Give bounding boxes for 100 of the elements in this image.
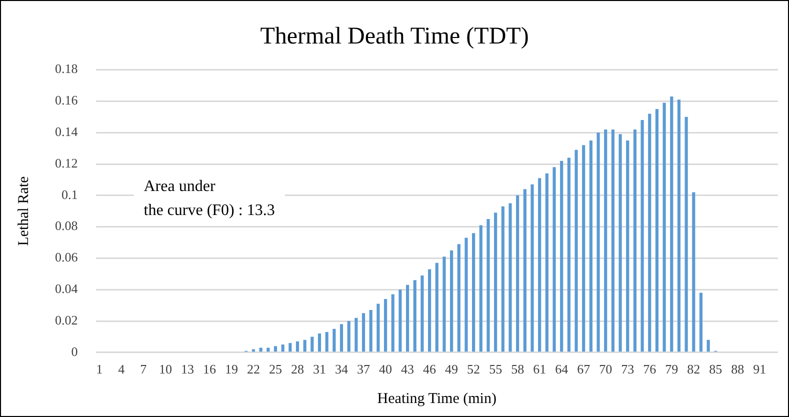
x-tick-label: 28 — [290, 362, 304, 377]
bar — [457, 244, 460, 352]
bar — [508, 203, 512, 352]
bar — [604, 129, 608, 352]
bar — [523, 189, 526, 352]
bar — [450, 250, 454, 352]
bar — [545, 173, 548, 352]
bar — [706, 340, 710, 352]
bar — [281, 344, 284, 352]
bar — [420, 275, 424, 352]
y-tick-label: 0.02 — [55, 312, 78, 328]
x-tick-label: 10 — [158, 362, 172, 377]
x-tick-label: 19 — [224, 362, 238, 377]
bar — [530, 184, 534, 352]
bar — [633, 129, 636, 352]
bar — [325, 332, 328, 352]
x-tick-label: 61 — [533, 362, 546, 377]
bar — [560, 160, 564, 352]
bar — [501, 206, 504, 352]
bar — [677, 100, 681, 352]
annotation: Area under the curve (F0) : 13.3 — [144, 178, 275, 220]
bar — [516, 195, 520, 352]
bar — [354, 318, 358, 352]
x-tick-label: 85 — [709, 362, 722, 377]
bar — [538, 178, 542, 352]
bar — [376, 304, 380, 352]
bar — [288, 342, 292, 352]
x-tick-label: 22 — [246, 362, 260, 377]
x-tick-label: 76 — [643, 362, 657, 377]
x-tick-label: 67 — [577, 362, 591, 377]
bar — [699, 292, 703, 352]
x-tick-label: 13 — [180, 362, 194, 377]
x-tick-label: 58 — [511, 362, 524, 377]
x-tick-label: 31 — [313, 362, 326, 377]
bar — [464, 238, 468, 352]
x-tick-label: 52 — [467, 362, 480, 377]
x-tick-label: 7 — [140, 362, 148, 377]
bar — [362, 313, 366, 352]
bar — [340, 324, 344, 352]
x-tick-label: 79 — [665, 362, 678, 377]
y-tick-label: 0.08 — [55, 218, 78, 234]
x-tick-label: 4 — [118, 362, 126, 377]
bar — [611, 129, 614, 352]
bar — [384, 299, 388, 352]
bar — [692, 192, 696, 352]
y-axis-title: Lethal Rate — [16, 176, 32, 246]
x-tick-label: 34 — [335, 362, 349, 377]
bar — [670, 96, 674, 352]
bar — [296, 341, 300, 352]
chart-title: Thermal Death Time (TDT) — [260, 24, 529, 50]
bar — [494, 212, 498, 352]
bar — [574, 150, 578, 352]
x-tick-label: 82 — [687, 362, 700, 377]
bar — [398, 290, 402, 352]
bar — [589, 140, 592, 352]
bar — [274, 346, 278, 352]
x-tick-label: 25 — [268, 362, 282, 377]
bar — [413, 280, 416, 352]
bar — [318, 334, 322, 352]
y-tick-label: 0.18 — [55, 61, 78, 76]
bar — [259, 348, 262, 352]
x-tick-label: 88 — [731, 362, 744, 377]
x-tick-label: 46 — [423, 362, 437, 377]
x-tick-label: 37 — [357, 362, 371, 377]
bar — [369, 310, 372, 352]
bar — [596, 132, 600, 352]
bar — [266, 348, 270, 352]
y-tick-label: 0.12 — [55, 155, 78, 170]
x-tick-label: 43 — [401, 362, 414, 377]
x-tick-label: 1 — [96, 362, 103, 377]
bar — [626, 140, 630, 352]
bar — [618, 134, 622, 352]
bar — [406, 284, 410, 352]
bar — [435, 262, 438, 352]
bar — [655, 109, 658, 352]
bar — [303, 340, 306, 352]
bar — [648, 114, 652, 352]
bar — [486, 218, 490, 352]
bar — [552, 167, 556, 352]
bar — [472, 233, 476, 352]
x-tick-label: 55 — [489, 362, 502, 377]
y-tick-label: 0.04 — [55, 281, 78, 296]
bar — [640, 120, 644, 352]
bar — [310, 336, 314, 352]
y-tick-label: 0 — [71, 344, 78, 359]
bar — [332, 328, 336, 352]
x-tick-label: 49 — [445, 362, 458, 377]
bar — [442, 256, 446, 352]
x-tick-label: 91 — [753, 362, 766, 377]
bar — [567, 158, 570, 352]
y-tick-label: 0.14 — [55, 124, 78, 140]
y-tick-label: 0.06 — [55, 250, 78, 265]
bar — [391, 294, 394, 352]
x-tick-label: 16 — [202, 362, 216, 377]
bar — [582, 145, 586, 352]
x-tick-label: 40 — [379, 362, 392, 377]
bar — [428, 269, 432, 352]
bar — [684, 116, 688, 352]
bar — [662, 102, 666, 352]
y-tick-label: 0.1 — [62, 186, 78, 202]
